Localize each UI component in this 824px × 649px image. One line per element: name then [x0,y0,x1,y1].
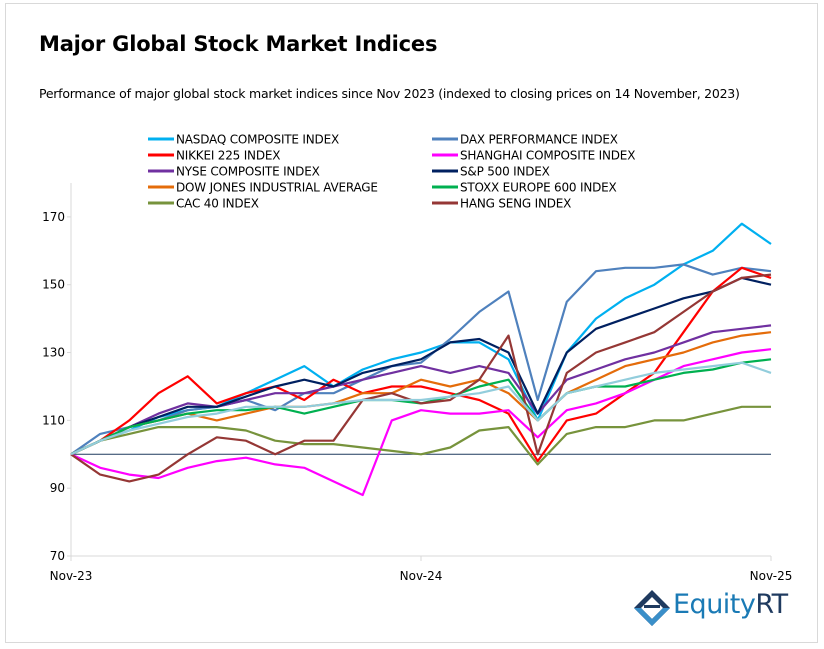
legend-label: CAC 40 INDEX [176,197,259,211]
series-line-nyse-composite-index [70,324,772,456]
series-line-cac-40-index [70,405,771,466]
series-line-hang-seng-index [70,273,772,483]
legend-label: DAX PERFORMANCE INDEX [460,133,618,147]
chart-title: Major Global Stock Market Indices [39,32,438,56]
equityrt-logo: EquityRT [632,588,802,628]
chart-subtitle: Performance of major global stock market… [39,86,740,101]
legend-label: NYSE COMPOSITE INDEX [176,165,320,179]
x-tick-label: Nov-23 [50,569,93,583]
legend-label: S&P 500 INDEX [460,165,550,179]
legend-label: STOXX EUROPE 600 INDEX [460,181,617,195]
series-line-dow-jones-industrial-average [70,331,772,456]
y-tick-label: 90 [50,481,65,495]
series-line-nikkei-225-index [70,266,772,463]
chart-frame [5,3,818,643]
logo-text: EquityRT [673,589,788,620]
x-tick-label: Nov-25 [750,569,793,583]
series-line-dax-performance-index [70,263,772,456]
legend-label: NASDAQ COMPOSITE INDEX [176,133,339,147]
logo-icon [634,590,670,626]
legend-label: SHANGHAI COMPOSITE INDEX [460,149,635,163]
legend-label: HANG SENG INDEX [460,197,571,211]
y-tick-label: 130 [42,346,65,360]
y-tick-label: 150 [42,278,65,292]
legend-label: NIKKEI 225 INDEX [176,149,280,163]
y-tick-label: 170 [42,210,65,224]
y-tick-label: 70 [50,549,65,563]
series-line-unlabeled [70,361,772,456]
series-line-s-p-500-index [70,276,772,456]
y-tick-label: 110 [42,413,65,427]
x-tick-label: Nov-24 [400,569,443,583]
legend-label: DOW JONES INDUSTRIAL AVERAGE [176,181,378,195]
